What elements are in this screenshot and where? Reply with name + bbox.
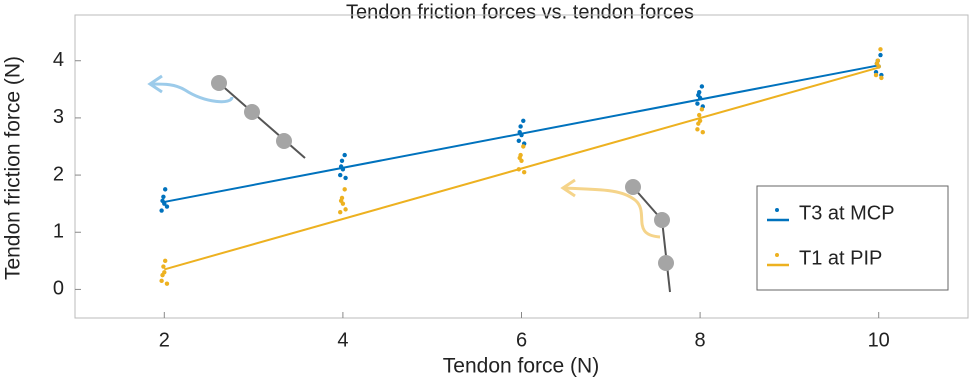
scatter-point <box>160 272 165 278</box>
legend-label: T1 at PIP <box>799 247 882 269</box>
scatter-point <box>878 47 883 52</box>
scatter-point <box>516 138 522 143</box>
x-tick-label: 4 <box>337 329 348 351</box>
scatter-point <box>695 101 700 106</box>
legend-box <box>756 185 949 291</box>
scatter-point <box>695 127 700 132</box>
scatter-point <box>342 187 347 192</box>
scatter-point <box>521 118 526 123</box>
scatter-point <box>521 170 527 175</box>
scatter-point <box>162 187 168 192</box>
fit-line <box>164 64 879 203</box>
scatter-point <box>160 198 165 204</box>
scatter-point <box>161 264 166 269</box>
scatter-point <box>159 208 164 213</box>
scatter-point <box>164 204 170 209</box>
finger-diagram <box>147 74 306 159</box>
scatter-point <box>878 52 883 58</box>
x-axis-label: Tendon force (N) <box>443 355 599 378</box>
scatter-point <box>699 84 705 89</box>
scatter-point <box>343 175 348 181</box>
scatter-point <box>339 158 345 163</box>
finger-diagram <box>560 178 674 293</box>
x-tick-label: 8 <box>695 329 706 351</box>
scatter-point <box>517 155 522 161</box>
scatter-point <box>338 172 343 178</box>
y-tick-label: 3 <box>53 106 64 128</box>
legend-marker <box>775 208 779 212</box>
legend-marker <box>775 253 779 257</box>
x-tick-label: 6 <box>516 329 527 351</box>
scatter-point <box>161 194 166 199</box>
y-tick-label: 1 <box>53 221 64 243</box>
fit-line <box>164 66 879 271</box>
scatter-point <box>338 198 344 204</box>
scatter-point <box>159 278 164 284</box>
legend-label: T3 at MCP <box>799 202 895 224</box>
x-tick-label: 2 <box>159 329 170 351</box>
y-tick-label: 4 <box>53 49 64 71</box>
scatter-point <box>162 258 168 264</box>
scatter-point <box>521 144 526 149</box>
y-tick-label: 2 <box>53 163 64 185</box>
scatter-point <box>697 112 702 118</box>
chart-title: Tendon friction forces vs. tendon forces <box>346 1 694 23</box>
y-axis-label: Tendon friction force (N) <box>2 56 25 280</box>
scatter-point <box>879 75 884 81</box>
scatter-point <box>873 72 879 78</box>
scatter-point <box>518 124 523 129</box>
scatter-point <box>696 121 701 126</box>
scatter-point <box>338 210 343 215</box>
scatter-point <box>343 207 348 212</box>
scatter-point <box>342 152 347 158</box>
scatter-point <box>696 92 701 98</box>
x-tick-label: 10 <box>868 329 890 351</box>
scatter-point <box>874 61 880 66</box>
scatter-point <box>700 129 705 135</box>
scatter-point <box>164 281 170 286</box>
scatter-point <box>699 107 705 112</box>
y-tick-label: 0 <box>53 278 64 300</box>
